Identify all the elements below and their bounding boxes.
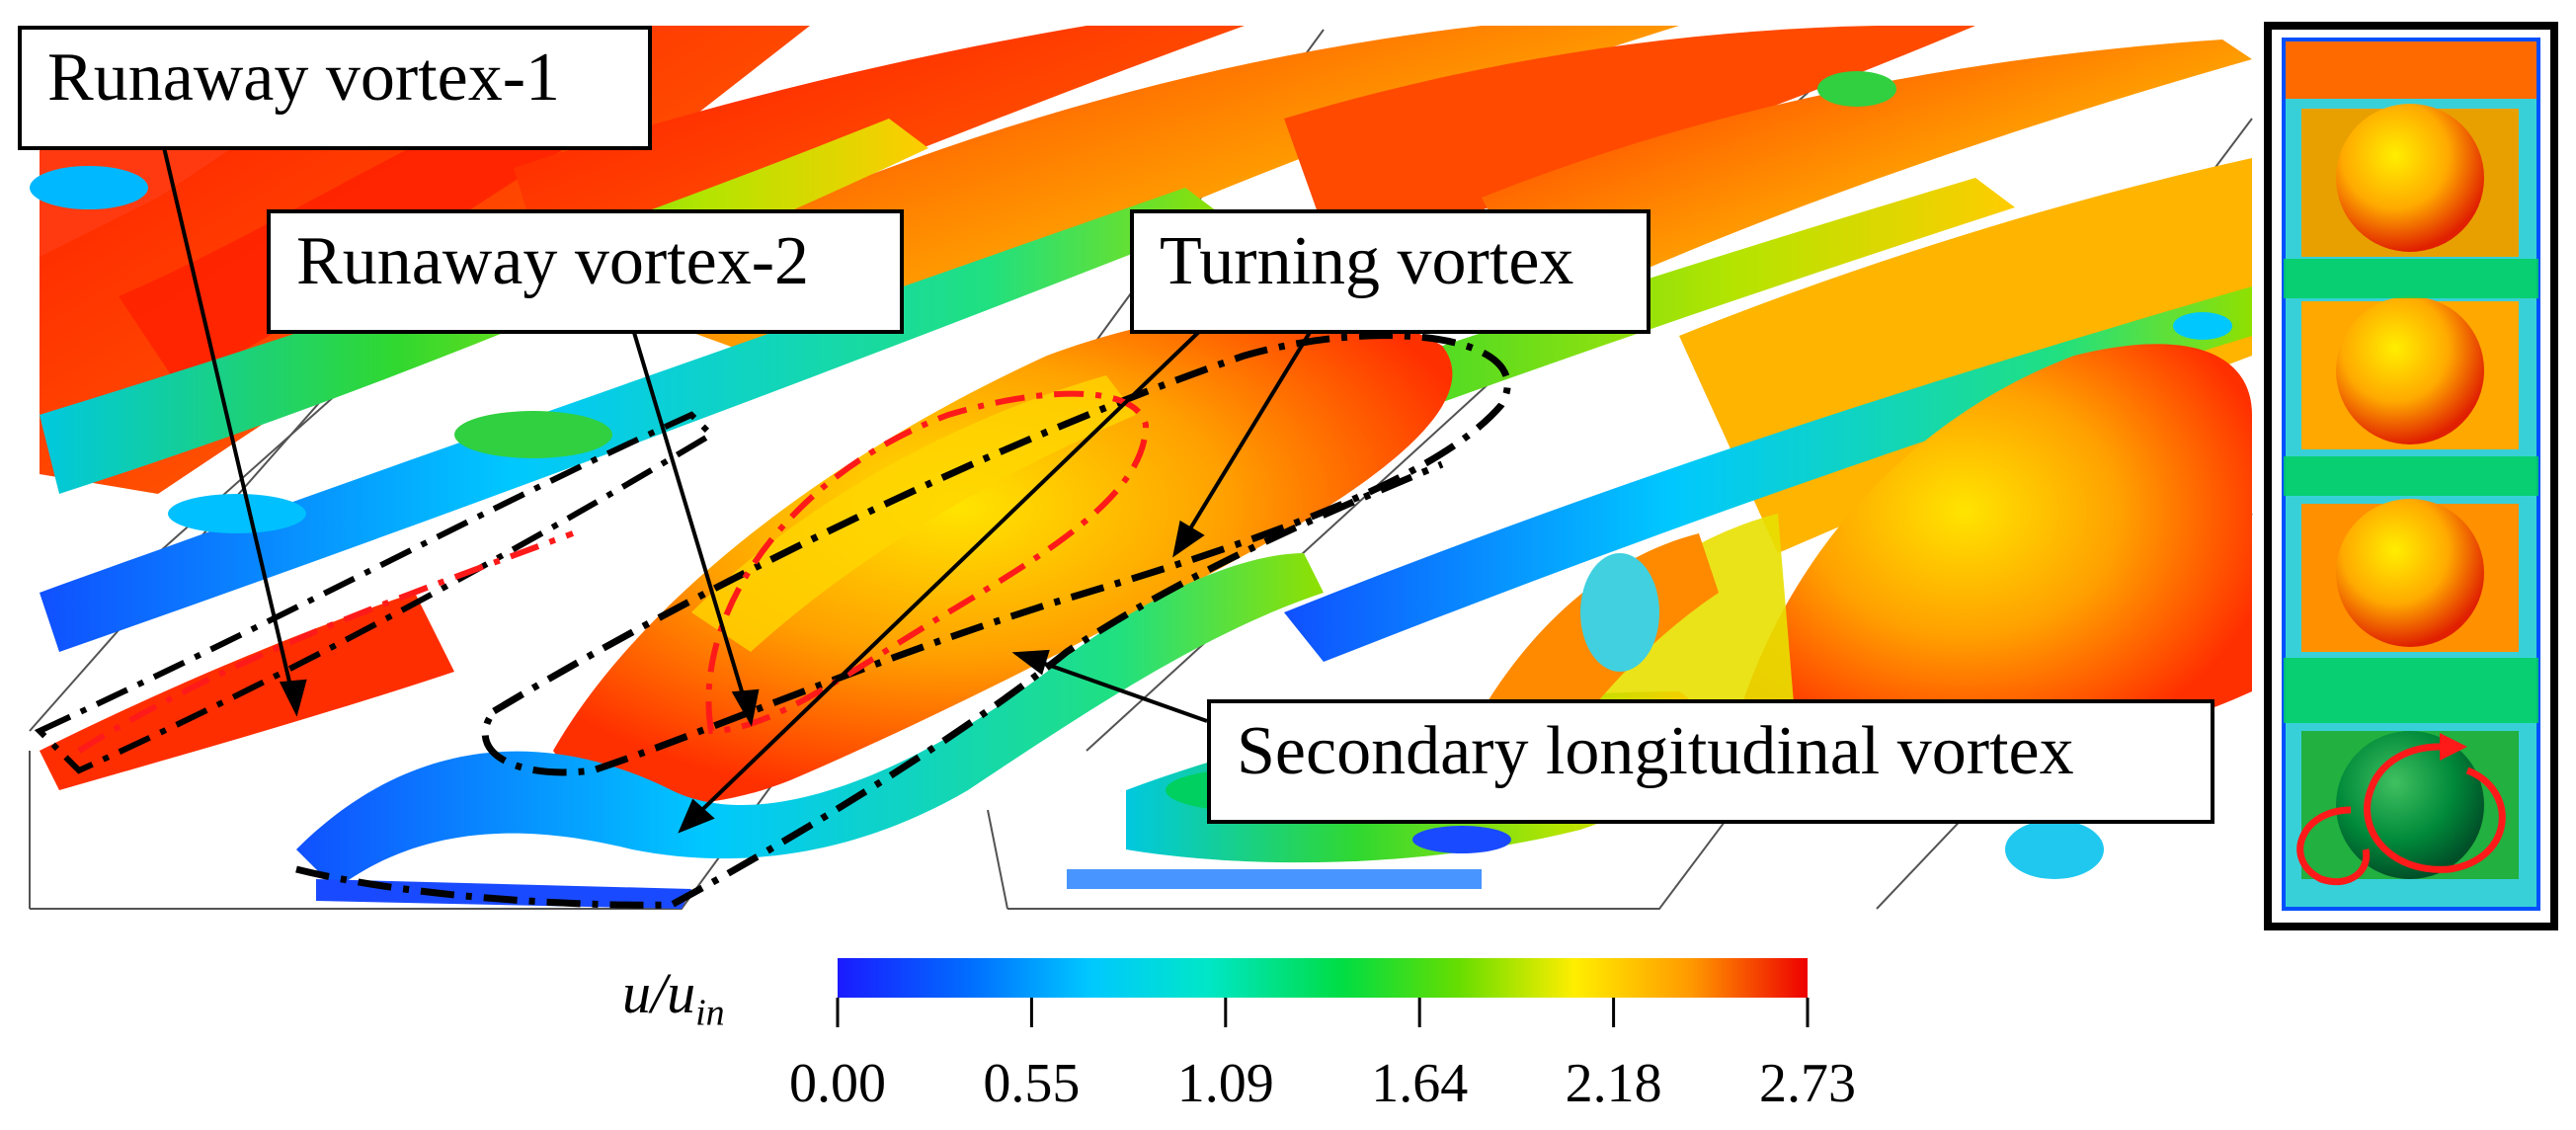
inset-vortex-core-2 bbox=[2336, 296, 2484, 444]
colorbar-gradient bbox=[838, 958, 1808, 998]
colorbar-tick-label: 1.09 bbox=[1176, 1053, 1274, 1114]
red-dashdot-outline-1 bbox=[705, 390, 1150, 735]
black-dashdot-outline-1 bbox=[481, 332, 1511, 776]
black-dashdot-outline-3 bbox=[295, 460, 1444, 909]
inset-vortex-core-4 bbox=[2336, 731, 2484, 879]
red-dashdot-outline-2 bbox=[77, 530, 575, 754]
inset-vortex-core-3 bbox=[2336, 499, 2484, 647]
runaway-vortex-2-label: Runaway vortex-2 bbox=[267, 209, 904, 334]
colorbar-tick-label: 0.55 bbox=[983, 1053, 1081, 1114]
colorbar-tick-label: 0.00 bbox=[789, 1053, 886, 1114]
colorbar bbox=[836, 958, 1810, 1027]
colorbar-tick-label: 2.18 bbox=[1565, 1053, 1662, 1114]
turning-vortex-label: Turning vortex bbox=[1130, 209, 1650, 334]
colorbar-variable-label: u/uin bbox=[622, 960, 725, 1035]
annotation-leader-lines bbox=[161, 142, 1316, 834]
colorbar-variable: u/u bbox=[622, 961, 696, 1025]
colorbar-variable-subscript: in bbox=[695, 992, 725, 1034]
rotation-marker bbox=[2296, 733, 2506, 886]
secondary-longitudinal-vortex-label: Secondary longitudinal vortex bbox=[1207, 699, 2214, 824]
colorbar-tick-label: 1.64 bbox=[1371, 1053, 1469, 1114]
runaway-vortex-1-label: Runaway vortex-1 bbox=[18, 26, 652, 150]
inset-vortex-core-1 bbox=[2336, 104, 2484, 252]
colorbar-tick-label: 2.73 bbox=[1759, 1053, 1856, 1114]
cross-section-inset bbox=[2264, 22, 2558, 930]
